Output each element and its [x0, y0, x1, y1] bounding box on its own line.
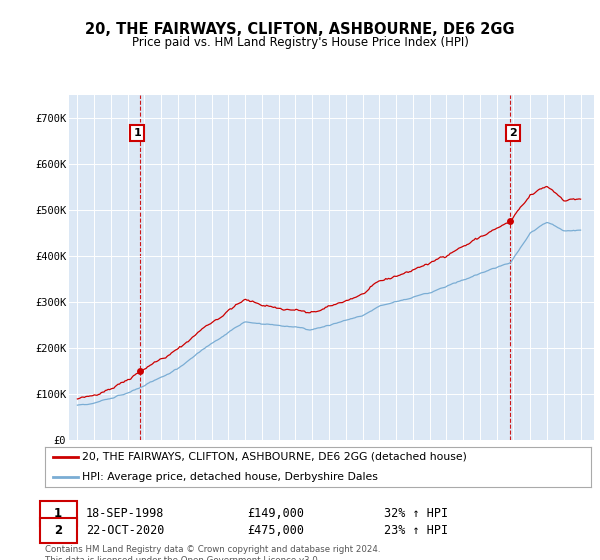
- Text: 32% ↑ HPI: 32% ↑ HPI: [383, 507, 448, 520]
- Text: £475,000: £475,000: [247, 524, 304, 537]
- Text: 2: 2: [509, 128, 517, 138]
- Text: Contains HM Land Registry data © Crown copyright and database right 2024.
This d: Contains HM Land Registry data © Crown c…: [45, 545, 380, 560]
- Text: 20, THE FAIRWAYS, CLIFTON, ASHBOURNE, DE6 2GG: 20, THE FAIRWAYS, CLIFTON, ASHBOURNE, DE…: [85, 22, 515, 38]
- Text: Price paid vs. HM Land Registry's House Price Index (HPI): Price paid vs. HM Land Registry's House …: [131, 36, 469, 49]
- Text: 23% ↑ HPI: 23% ↑ HPI: [383, 524, 448, 537]
- Text: 18-SEP-1998: 18-SEP-1998: [86, 507, 164, 520]
- FancyBboxPatch shape: [40, 518, 77, 543]
- Text: £149,000: £149,000: [247, 507, 304, 520]
- Text: HPI: Average price, detached house, Derbyshire Dales: HPI: Average price, detached house, Derb…: [82, 472, 378, 482]
- FancyBboxPatch shape: [40, 501, 77, 526]
- Text: 2: 2: [54, 524, 62, 537]
- Text: 20, THE FAIRWAYS, CLIFTON, ASHBOURNE, DE6 2GG (detached house): 20, THE FAIRWAYS, CLIFTON, ASHBOURNE, DE…: [82, 452, 467, 462]
- Text: 1: 1: [54, 507, 62, 520]
- Text: 1: 1: [133, 128, 141, 138]
- Text: 22-OCT-2020: 22-OCT-2020: [86, 524, 164, 537]
